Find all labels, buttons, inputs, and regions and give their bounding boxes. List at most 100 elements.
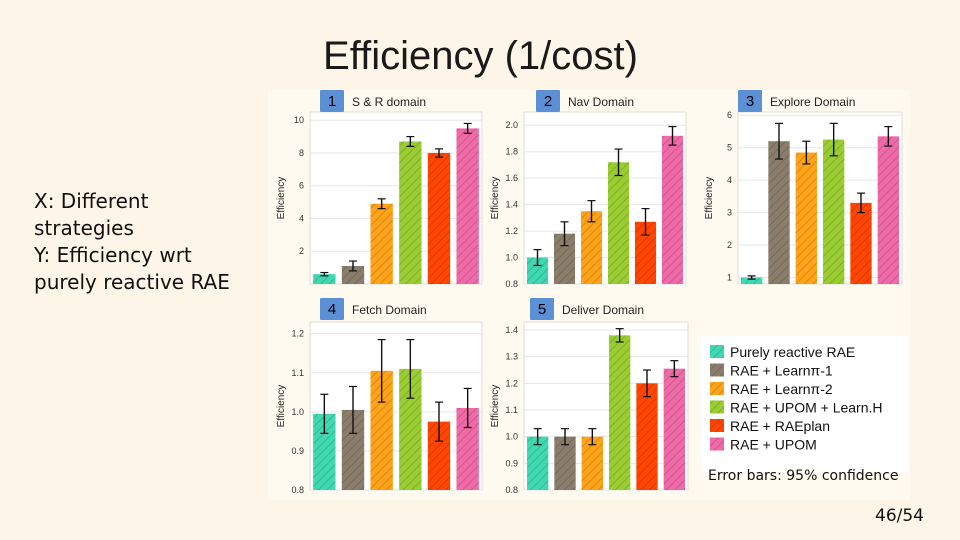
- y-axis-label: Efficiency: [276, 385, 287, 428]
- y-tick-label: 0.8: [505, 279, 518, 289]
- legend: Purely reactive RAE RAE + Learnπ-1 RAE + L…: [702, 336, 908, 484]
- bar-rae-learn-1: [553, 233, 576, 284]
- legend-swatch: [710, 419, 724, 432]
- panel-badge: [738, 90, 762, 112]
- bar-rae-upom: [877, 136, 899, 284]
- y-tick-label: 1.3: [505, 352, 518, 362]
- plot-area: [737, 111, 903, 285]
- bar-rae-upom-learn-h: [399, 141, 422, 284]
- y-tick-label: 1.1: [505, 405, 518, 415]
- legend-label: RAE + Learnπ-1: [730, 363, 833, 379]
- bar-rae-raeplan: [634, 221, 657, 284]
- panel-badge-number: 4: [328, 301, 336, 318]
- y-tick-label: 1.0: [291, 407, 304, 417]
- y-tick-label: 4: [299, 213, 304, 223]
- y-tick-label: 2: [299, 246, 304, 256]
- y-tick-label: 1.6: [505, 173, 518, 183]
- y-axis-label: Efficiency: [276, 177, 287, 220]
- axis-explanation: X: Different strategies Y: Efficiency wr…: [34, 188, 254, 296]
- chart-panel-5: 0.8 0.9 1.0 1.1 1.2 1.3 1.4 Efficiency Deliver D…: [490, 298, 689, 495]
- bar-rae-raeplan: [427, 152, 451, 284]
- bar-rae-raeplan: [636, 383, 658, 490]
- bar-rae-learn-1: [768, 141, 790, 284]
- bar-rae-upom-learn-h: [399, 368, 422, 490]
- y-tick-label: 3: [727, 208, 732, 218]
- chart-panel-4: 0.8 0.9 1.0 1.1 1.2 Efficiency Fetch Domain 4: [276, 298, 483, 495]
- bar-rae-upom: [663, 368, 685, 490]
- panel-title: Deliver Domain: [562, 303, 644, 317]
- y-axis-label: Efficiency: [704, 177, 715, 220]
- y-tick-label: 2.0: [505, 120, 518, 130]
- error-bar-note: Error bars: 95% confidence: [708, 468, 898, 484]
- panel-badge-number: 3: [746, 93, 754, 110]
- plot-area: [523, 111, 687, 285]
- note-line-4: purely reactive RAE: [34, 270, 230, 294]
- y-tick-label: 0.9: [505, 458, 518, 468]
- page-number: 46/54: [875, 506, 924, 526]
- y-tick-label: 8: [299, 148, 304, 158]
- bar-rae-upom: [456, 407, 479, 490]
- y-tick-label: 10: [294, 115, 304, 125]
- y-tick-label: 0.8: [505, 485, 518, 495]
- note-line-1: X: Different: [34, 189, 149, 213]
- bar-rae-upom: [661, 135, 684, 284]
- chart-panel-3: 1 2 3 4 5 6 Efficiency Explore Domain 3: [704, 90, 903, 285]
- note-line-3: Y: Efficiency wrt: [34, 243, 192, 267]
- y-tick-label: 2: [727, 240, 732, 250]
- bar-rae-upom-learn-h: [607, 162, 630, 284]
- y-tick-label: 1.4: [505, 200, 518, 210]
- panel-badge-number: 5: [538, 301, 546, 318]
- panel-title: Fetch Domain: [352, 303, 427, 317]
- y-tick-label: 6: [727, 110, 732, 120]
- bar-rae-raeplan: [850, 202, 872, 284]
- legend-label: Purely reactive RAE: [730, 344, 855, 360]
- panel-badge: [320, 90, 344, 112]
- legend-label: RAE + UPOM: [730, 437, 817, 453]
- y-axis-label: Efficiency: [490, 177, 501, 220]
- y-tick-label: 1.2: [291, 329, 304, 339]
- y-tick-label: 1.4: [505, 325, 518, 335]
- panel-badge: [320, 298, 344, 320]
- panel-badge: [530, 298, 554, 320]
- y-tick-label: 1: [727, 273, 732, 283]
- legend-swatch: [710, 437, 724, 451]
- bar-purely-reactive-rae: [526, 257, 549, 284]
- bar-rae-learn-2: [795, 152, 817, 284]
- bar-rae-learn-1: [554, 436, 576, 490]
- bar-rae-learn-2: [370, 203, 393, 284]
- y-tick-label: 1.1: [291, 368, 304, 378]
- legend-label: RAE + RAEplan: [730, 418, 830, 434]
- y-tick-label: 1.0: [505, 253, 518, 263]
- y-tick-label: 1.2: [505, 378, 518, 388]
- y-tick-label: 1.2: [505, 226, 518, 236]
- bar-rae-upom-learn-h: [609, 335, 631, 490]
- panel-title: S & R domain: [352, 95, 426, 109]
- legend-label: RAE + Learnπ-2: [730, 381, 833, 397]
- bar-rae-learn-2: [370, 370, 393, 490]
- legend-swatch: [710, 345, 724, 358]
- y-tick-label: 4: [727, 175, 732, 185]
- plot-area: [523, 321, 689, 491]
- plot-area: [309, 321, 483, 491]
- legend-swatch: [710, 400, 724, 414]
- y-tick-label: 1.0: [505, 432, 518, 442]
- bar-rae-learn-2: [581, 436, 603, 490]
- note-line-2: strategies: [34, 216, 134, 240]
- legend-swatch: [710, 363, 724, 377]
- legend-label: RAE + UPOM + Learn.H: [730, 400, 883, 416]
- y-axis-label: Efficiency: [490, 385, 501, 428]
- y-tick-label: 5: [727, 143, 732, 153]
- bar-rae-learn-2: [580, 211, 603, 284]
- y-tick-label: 1.8: [505, 147, 518, 157]
- legend-box: [702, 336, 908, 472]
- bar-rae-upom: [456, 128, 479, 284]
- bar-rae-learn-1: [341, 409, 365, 490]
- legend-swatch: [710, 382, 724, 395]
- panel-title: Nav Domain: [568, 95, 634, 109]
- bar-purely-reactive-rae: [313, 413, 336, 490]
- bar-rae-raeplan: [427, 421, 451, 490]
- panel-title: Explore Domain: [770, 95, 855, 109]
- efficiency-charts: 2 4 6 8 10 Efficiency S & R domain 1 0.8 1.0 1.2 1.…: [276, 90, 908, 495]
- chart-panel-1: 2 4 6 8 10 Efficiency S & R domain 1: [276, 90, 483, 285]
- plot-area: [309, 111, 483, 285]
